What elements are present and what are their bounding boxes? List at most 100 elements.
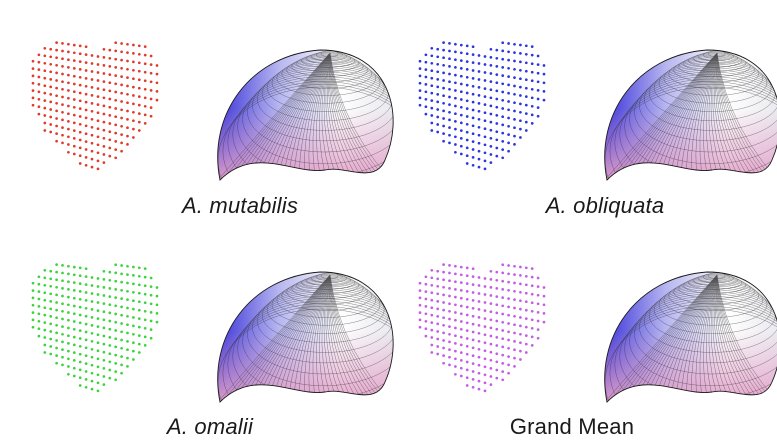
landmark-dot [471, 283, 475, 286]
surface-outline [217, 49, 394, 181]
landmark-dot [530, 62, 534, 66]
landmark-dot [61, 264, 64, 267]
landmark-dot [524, 129, 528, 132]
landmark-dot [424, 305, 428, 308]
landmark-dot [465, 329, 469, 332]
mesh-line [663, 282, 763, 318]
landmark-dot [78, 368, 82, 372]
landmark-dot [530, 318, 534, 322]
landmark-dot [90, 141, 94, 145]
landmark-dot [454, 112, 457, 116]
landmark-dot [132, 60, 135, 64]
landmark-dot [126, 281, 129, 285]
mesh-line [242, 74, 394, 164]
landmark-dot [507, 91, 510, 95]
landmark-dot [102, 56, 106, 59]
landmark-dot [114, 312, 118, 316]
landmark-dot [513, 92, 516, 96]
landmark-dot [96, 341, 100, 345]
landmark-dot [43, 99, 47, 102]
landmark-dot [67, 280, 70, 284]
landmark-dot [448, 287, 451, 290]
landmark-dot [489, 358, 493, 362]
landmark-dot [501, 156, 505, 160]
landmark-dot [43, 306, 47, 310]
landmark-dot [137, 69, 141, 73]
landmark-dot [448, 133, 451, 137]
landmark-dot [465, 321, 469, 325]
mesh-line [301, 53, 356, 68]
mesh-line [281, 58, 372, 89]
landmark-dot [513, 365, 516, 368]
landmark-dot [31, 67, 35, 70]
landmark-dot [471, 370, 475, 373]
landmark-dot [507, 371, 510, 375]
landmark-dot [542, 294, 546, 298]
landmark-dot [524, 120, 528, 124]
landmark-dot [465, 68, 469, 71]
landmark-dot [132, 110, 135, 114]
landmark-dot [501, 148, 505, 151]
landmark-dot [149, 114, 153, 118]
landmark-dot [418, 311, 422, 314]
landmark-dot [524, 283, 528, 287]
landmark-dot [84, 299, 88, 302]
landmark-dot [418, 59, 422, 63]
landmark-dot [114, 304, 118, 308]
landmark-dot [459, 281, 463, 284]
landmark-dot [454, 318, 457, 322]
landmark-dot [143, 122, 147, 125]
landmark-dot [96, 159, 100, 163]
landmark-dot [102, 302, 106, 305]
landmark-dot [49, 85, 53, 89]
landmark-dot [96, 301, 100, 304]
landmark-dot [507, 313, 510, 317]
landmark-dot [495, 287, 499, 290]
landmark-dot [465, 52, 469, 56]
landmark-dot [454, 357, 457, 361]
landmark-dot [436, 345, 440, 348]
landmark-dot [61, 363, 64, 367]
landmark-dot [102, 278, 106, 281]
landmark-dot [78, 75, 82, 79]
landmark-dot [96, 95, 100, 98]
landmark-dot [430, 268, 434, 272]
landmark-dot [102, 294, 106, 297]
landmark-dot [418, 89, 422, 92]
landmark-dot [483, 55, 487, 58]
landmark-dot [61, 279, 64, 283]
landmark-dot [519, 52, 522, 55]
landmark-dot [55, 361, 58, 365]
landmark-dot [519, 324, 522, 328]
landmark-dot [102, 318, 106, 322]
landmark-dot [67, 42, 70, 46]
landmark-dot [49, 47, 53, 51]
landmark-dot [495, 56, 499, 60]
mesh-line [629, 74, 777, 164]
mesh-line [247, 293, 394, 375]
landmark-dot [143, 275, 147, 279]
landmark-dot [49, 55, 53, 59]
landmark-dot [43, 114, 47, 117]
landmark-dot [418, 289, 422, 292]
mesh-line [222, 306, 394, 402]
landmark-dot [49, 70, 53, 74]
landmark-dot [483, 389, 487, 393]
landmark-dot [542, 90, 546, 93]
landmark-dot [132, 119, 135, 123]
landmark-dot [78, 282, 82, 285]
landmark-dot [483, 79, 487, 82]
landmark-dot [489, 269, 493, 273]
landmark-dot [471, 108, 475, 112]
landmark-dot [132, 127, 135, 131]
landmark-dot [507, 124, 510, 128]
landmark-dot [143, 70, 147, 74]
mesh-line [644, 289, 777, 353]
landmark-dot [78, 305, 82, 309]
landmark-dot [507, 108, 510, 112]
landmark-dot [31, 311, 35, 314]
landmark-dot [43, 46, 47, 50]
landmark-dot [61, 110, 64, 114]
landmark-dot [436, 85, 440, 89]
landmark-dot [126, 84, 129, 88]
